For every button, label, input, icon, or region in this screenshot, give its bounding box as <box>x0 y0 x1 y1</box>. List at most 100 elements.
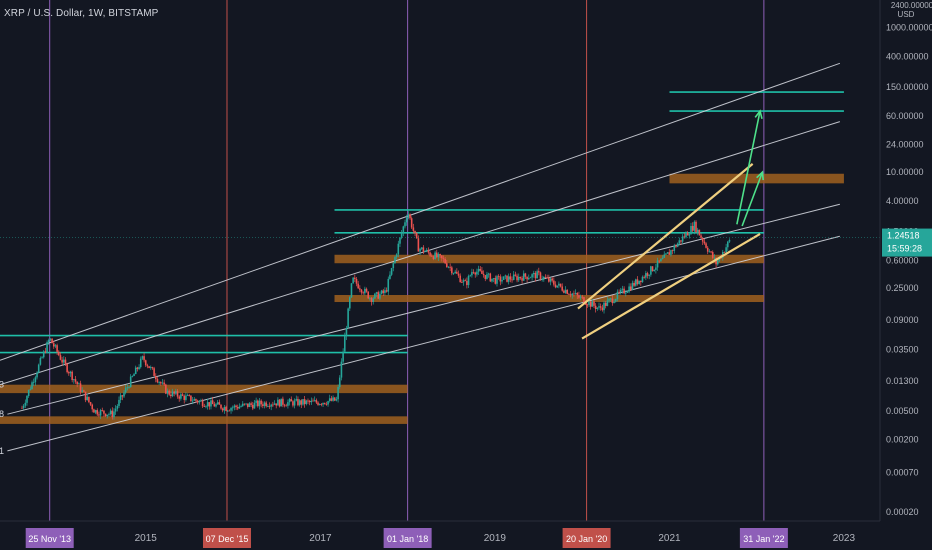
candle-body <box>221 408 224 411</box>
candle-body <box>178 396 181 399</box>
candle-body <box>544 276 547 278</box>
candle-body <box>501 279 503 282</box>
channel-line <box>0 62 841 361</box>
candle-body <box>369 297 371 299</box>
price-tick-label: 60.00000 <box>886 111 924 121</box>
candle-body <box>64 359 67 364</box>
candle-body <box>251 404 254 409</box>
candle-body <box>624 292 627 294</box>
candle-body <box>68 372 70 374</box>
candle-body <box>220 404 222 409</box>
candle-body <box>626 291 629 293</box>
candle-body <box>648 274 650 276</box>
candle-body <box>452 273 455 274</box>
candle-body <box>223 407 226 411</box>
candle-body <box>22 405 25 408</box>
candle-body <box>487 273 490 275</box>
candle-body <box>432 256 435 260</box>
candle-body <box>27 389 30 397</box>
candle-body <box>604 302 607 306</box>
candle-body <box>693 221 696 231</box>
candle-body <box>509 276 512 280</box>
projection-arrow <box>736 110 761 225</box>
candle-body <box>691 225 694 231</box>
candle-body <box>559 283 562 287</box>
price-tick-label: 0.00070 <box>886 468 919 478</box>
candle-body <box>643 276 645 278</box>
candle-body <box>596 307 599 309</box>
candle-body <box>524 273 527 277</box>
price-tick-label: 0.03500 <box>886 345 919 355</box>
candle-body <box>121 395 124 397</box>
candle-body <box>47 340 50 343</box>
candle-body <box>176 391 179 397</box>
candle-body <box>154 375 157 380</box>
candle-body <box>108 413 110 415</box>
candle-body <box>313 400 316 402</box>
candle-body <box>34 377 37 383</box>
candle-body <box>160 382 162 384</box>
candle-body <box>481 270 483 274</box>
candle-body <box>81 390 83 392</box>
candle-body <box>151 367 154 369</box>
candle-body <box>660 259 662 262</box>
bar-countdown: 15:59:28 <box>887 244 922 254</box>
projection-arrow <box>741 171 764 227</box>
candle-body <box>139 358 142 368</box>
candle-body <box>357 283 359 289</box>
candle-body <box>511 279 513 281</box>
candle-body <box>114 408 117 412</box>
candle-body <box>573 293 575 295</box>
candle-body <box>701 237 704 242</box>
candle-body <box>537 271 540 273</box>
candle-body <box>599 306 602 308</box>
candle-body <box>322 402 324 405</box>
candle-body <box>52 343 55 347</box>
candle-body <box>556 285 558 288</box>
candle-body <box>564 289 567 293</box>
price-tick-label: 400.00000 <box>886 51 929 61</box>
candle-body <box>568 294 570 295</box>
candle-body <box>203 406 206 408</box>
candle-body <box>451 267 453 274</box>
candle-body <box>723 251 726 253</box>
candle-body <box>726 241 729 248</box>
candle-body <box>708 251 711 253</box>
candle-body <box>86 396 89 401</box>
candle-body <box>250 403 252 405</box>
candle-body <box>57 351 60 356</box>
candle-body <box>79 383 82 392</box>
candle-body <box>606 300 609 306</box>
candle-body <box>195 399 197 401</box>
candle-body <box>482 273 485 276</box>
price-tick-label: 1000.00000 <box>886 22 932 32</box>
candle-body <box>440 255 443 259</box>
candle-body <box>543 276 545 279</box>
fib-level-label: 1 <box>0 446 4 456</box>
candle-body <box>395 254 398 258</box>
candle-body <box>73 379 75 381</box>
candle-body <box>106 414 109 417</box>
event-date-label: 01 Jan '18 <box>387 534 428 544</box>
price-tick-label: 4.00000 <box>886 196 919 206</box>
event-date-badge <box>562 528 611 548</box>
candle-body <box>464 280 467 282</box>
candle-body <box>496 276 498 284</box>
candle-body <box>447 266 450 268</box>
candle-body <box>240 406 242 407</box>
candle-body <box>318 403 321 405</box>
candle-body <box>310 400 313 403</box>
candle-body <box>633 282 635 286</box>
candle-body <box>466 280 468 286</box>
candle-body <box>136 367 139 369</box>
candle-body <box>101 410 104 411</box>
candle-body <box>262 404 264 407</box>
candle-body <box>253 402 256 409</box>
candle-body <box>285 405 288 407</box>
candle-body <box>638 280 640 284</box>
candle-body <box>173 391 175 394</box>
candle-body <box>716 260 719 265</box>
candle-body <box>462 280 465 283</box>
